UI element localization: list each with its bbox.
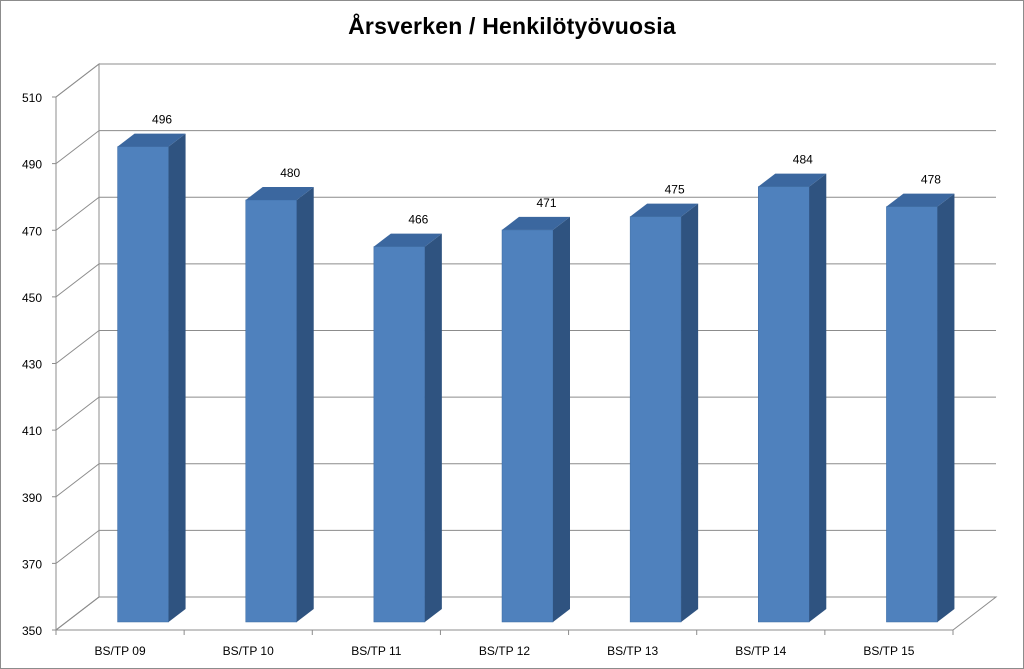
bar-top xyxy=(630,203,699,217)
x-category-label: BS/TP 09 xyxy=(95,644,146,658)
gridline-side xyxy=(55,130,100,165)
bar-front xyxy=(501,229,554,623)
y-axis-ticks: 350 370 390 410 430 450 470 490 510 xyxy=(22,91,56,638)
bar-front xyxy=(758,186,810,623)
data-label: 475 xyxy=(665,183,685,197)
gridline-side xyxy=(55,330,100,364)
bar-top xyxy=(502,216,570,230)
x-category-label: BS/TP 15 xyxy=(863,644,914,658)
data-labels: 496 480 466 471 475 484 478 xyxy=(152,113,941,227)
bar-side xyxy=(681,203,699,622)
y-tick-label: 370 xyxy=(22,557,42,571)
data-label: 466 xyxy=(408,213,428,227)
y-tick-label: 410 xyxy=(22,424,42,438)
x-category-label: BS/TP 10 xyxy=(223,644,274,658)
bar-front xyxy=(886,206,938,623)
gridline-side xyxy=(55,529,100,564)
gridline-side xyxy=(55,263,100,298)
y-tick-label: 430 xyxy=(22,358,42,372)
bar-side xyxy=(296,186,314,622)
bar-side xyxy=(809,173,827,623)
gridline-side xyxy=(55,596,100,631)
y-tick-label: 350 xyxy=(22,624,42,638)
data-label: 484 xyxy=(793,153,813,167)
y-tick-label: 390 xyxy=(22,491,42,505)
bar-front xyxy=(373,246,426,623)
y-tick-label: 490 xyxy=(22,158,42,172)
bar-side xyxy=(168,133,186,622)
bar-top xyxy=(117,133,186,147)
chart-title: Årsverken / Henkilötyövuosia xyxy=(348,13,676,39)
bar-top xyxy=(886,193,955,207)
bar-side xyxy=(424,233,442,622)
x-category-label: BS/TP 13 xyxy=(607,644,658,658)
x-category-label: BS/TP 11 xyxy=(351,644,402,658)
bar-front xyxy=(629,216,682,623)
bar-top xyxy=(373,233,442,247)
x-axis-categories: BS/TP 09 BS/TP 10 BS/TP 11 BS/TP 12 BS/TP 13… xyxy=(55,630,954,658)
data-label: 480 xyxy=(280,166,300,180)
bars xyxy=(117,133,955,623)
y-tick-label: 470 xyxy=(22,224,42,238)
x-category-label: BS/TP 12 xyxy=(479,644,530,658)
data-label: 471 xyxy=(536,196,556,210)
bar-front xyxy=(245,199,297,623)
bar-side xyxy=(937,193,955,622)
bar-top xyxy=(245,186,314,200)
bar-top xyxy=(758,173,827,187)
gridline-side xyxy=(55,196,100,231)
bar-side xyxy=(553,216,570,622)
data-label: 496 xyxy=(152,113,172,127)
gridline-side xyxy=(55,396,100,431)
y-tick-label: 510 xyxy=(22,91,42,105)
x-category-label: BS/TP 14 xyxy=(735,644,786,658)
gridline-side xyxy=(55,463,100,498)
y-tick-label: 450 xyxy=(22,291,42,305)
bar-front xyxy=(117,146,169,623)
data-label: 478 xyxy=(921,173,941,187)
gridline-side xyxy=(55,63,100,98)
